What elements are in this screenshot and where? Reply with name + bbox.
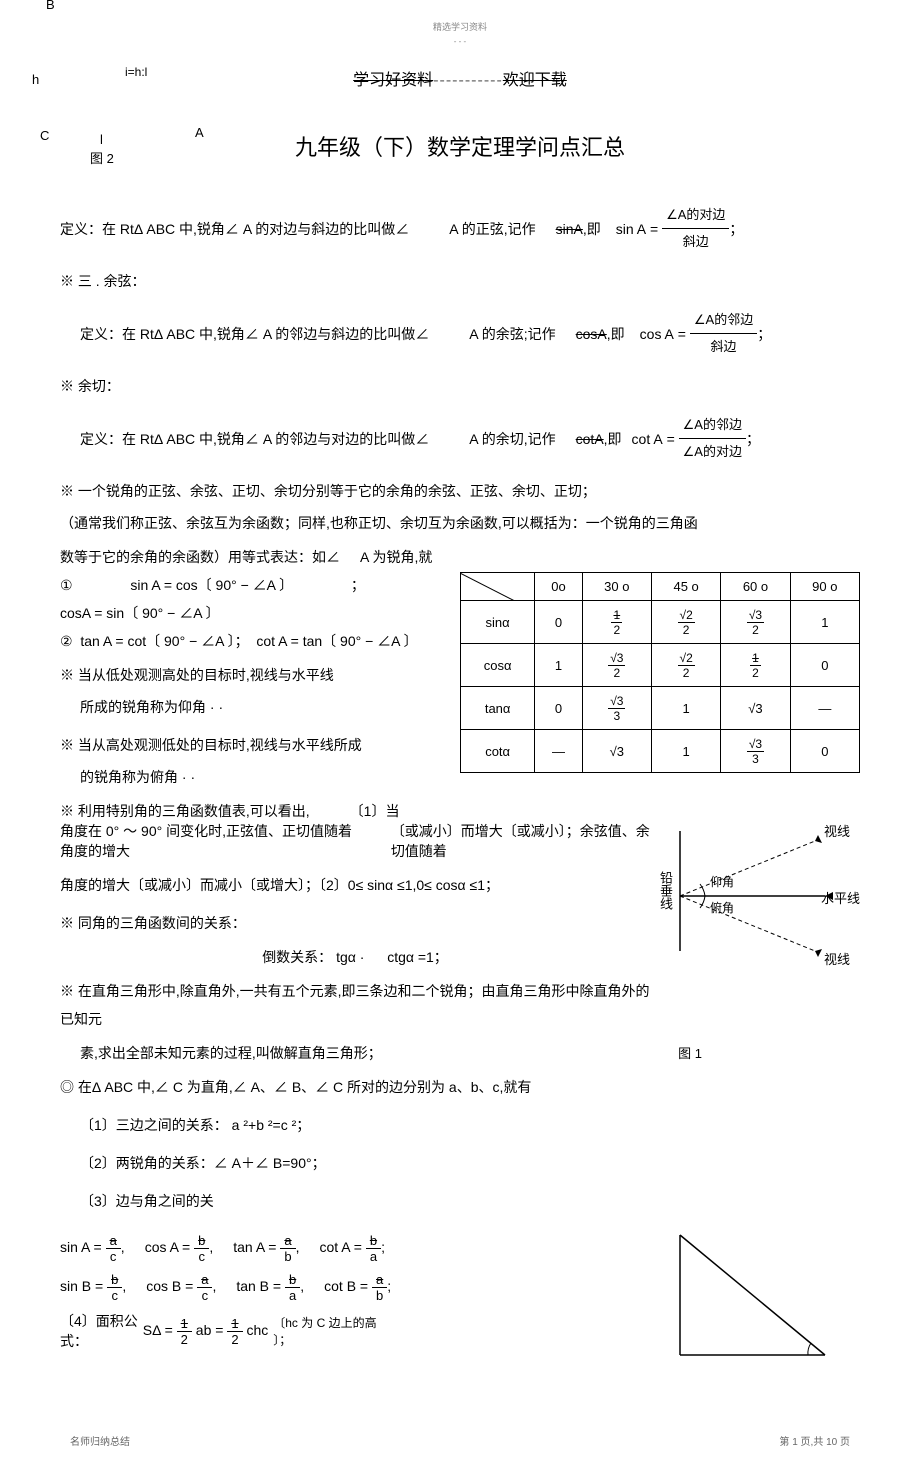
eq1-line: ① sin A = cos〔 90° − ∠A 〕 ；: [60, 575, 440, 595]
def-sin-den: 斜边: [662, 229, 729, 255]
def-sin-lhs: sin A: [616, 215, 646, 243]
def-sin-nota: sinA: [556, 215, 583, 243]
def-cos-prefix: 定义：在 RtΔ ABC 中,锐角∠ A 的邻边与斜边的比叫做∠: [80, 320, 429, 348]
th-0: 0o: [535, 573, 582, 601]
note1: ※ 一个锐角的正弦、余弦、正切、余切分别等于它的余角的余弦、正弦、余切、正切；: [60, 477, 860, 505]
footer: 名师归纳总结 第 1 页,共 10 页: [60, 1433, 860, 1448]
header-right: 欢迎下载: [503, 72, 567, 89]
note3-row: 数等于它的余角的余函数）用等式表达：如∠ A 为锐角,就: [60, 547, 860, 567]
header-sep: -----------: [433, 72, 503, 89]
table-row: cotα — √3 1 √33 0: [461, 730, 860, 773]
def-cot-prefix: 定义：在 RtΔ ABC 中,锐角∠ A 的邻边与对边的比叫做∠: [80, 425, 429, 453]
footer-right: 第 1 页,共 10 页: [779, 1433, 850, 1448]
obs2b: 的锐角称为俯角 · ·: [60, 763, 440, 791]
def-cos-lhs: cos A: [640, 320, 674, 348]
area-row: 〔4〕面积公式： SΔ = 12 ab = 12 chc 〔hc 为 C 边上的…: [60, 1311, 600, 1351]
th-60: 60 o: [721, 573, 790, 601]
trig-table: 0o 30 o 45 o 60 o 90 o sinα 0 12 √22 √32…: [460, 572, 860, 773]
note2: （通常我们称正弦、余弦互为余函数；同样,也称正切、余切互为余函数,可以概括为：一…: [60, 509, 860, 537]
table-corner: [461, 573, 535, 601]
obs2: ※ 当从高处观测低处的目标时,视线与水平线所成: [60, 731, 440, 759]
angle-diagram: 铅垂线 水平线 仰角 俯角 视线 视线: [650, 821, 860, 974]
table-row: tanα 0 √33 1 √3 —: [461, 687, 860, 730]
def-sin-prefix: 定义：在 RtΔ ABC 中,锐角∠ A 的对边与斜边的比叫做∠: [60, 215, 409, 243]
range1-row: 角度在 0° ～ 90° 间变化时,正弦值、正切值随着角度的增大 〔或减小〕而增…: [60, 821, 650, 861]
def-cot-den: ∠A的对边: [679, 439, 746, 465]
def-cos-den: 斜边: [690, 334, 757, 360]
def-sin-num: ∠A的对边: [662, 202, 729, 229]
def-cot-nota: cotA: [576, 425, 604, 453]
header-left: 学习好资料: [353, 72, 433, 89]
eq2-line: cosA = sin〔 90° − ∠A 〕: [60, 603, 440, 623]
def-cos-mid: A 的余弦;记作: [469, 320, 555, 348]
def-sin-mid: A 的正弦,记作: [449, 215, 535, 243]
th-45: 45 o: [651, 573, 720, 601]
def-cos-nota: cosA: [576, 320, 607, 348]
sec3-head: ※ 余切：: [60, 372, 860, 400]
ratios-b: sin B = bc, cos B = ac, tan B = ba, cot …: [60, 1272, 600, 1303]
def-cos: 定义：在 RtΔ ABC 中,锐角∠ A 的邻边与斜边的比叫做∠ A 的余弦;记…: [60, 307, 860, 360]
rt-note: ※ 在直角三角形中,除直角外,一共有五个元素,即三条边和二个锐角；由直角三角形中…: [60, 977, 650, 1033]
obs1b: 所成的锐角称为仰角 · ·: [60, 693, 440, 721]
rel3: 〔3〕边与角之间的关: [60, 1187, 860, 1215]
note3b: A 为锐角,就: [360, 547, 432, 567]
rel2: 〔2〕两锐角的关系：∠ A＋∠ B=90°；: [60, 1149, 860, 1177]
rt-note2-row: 素,求出全部未知元素的过程,叫做解直角三角形； 图 1: [60, 1043, 860, 1063]
def-cot: 定义：在 RtΔ ABC 中,锐角∠ A 的邻边与对边的比叫做∠ A 的余切,记…: [60, 412, 860, 465]
th-30: 30 o: [582, 573, 651, 601]
def-cot-mid: A 的余切,记作: [469, 425, 555, 453]
sec2-head: ※ 三 . 余弦：: [60, 267, 860, 295]
th-90: 90 o: [790, 573, 859, 601]
table-row: sinα 0 12 √22 √32 1: [461, 601, 860, 644]
obs1: ※ 当从低处观测高处的目标时,视线与水平线: [60, 661, 440, 689]
top-dashes: - - -: [60, 37, 860, 46]
main-title: 九年级（下）数学定理学问点汇总: [60, 130, 860, 162]
def-cot-num: ∠A的邻边: [679, 412, 746, 439]
header-line: 学习好资料-----------欢迎下载: [60, 66, 860, 90]
footer-left: 名师归纳总结: [70, 1433, 130, 1448]
def-sin: 定义：在 RtΔ ABC 中,锐角∠ A 的对边与斜边的比叫做∠ A 的正弦,记…: [60, 202, 860, 255]
def-cos-num: ∠A的邻边: [690, 307, 757, 334]
triangle-diagram: B A C h l i=h:l 图 2: [630, 1225, 860, 1383]
eq3-line: ② tan A = cot〔 90° − ∠A 〕； cot A = tan〔 …: [60, 631, 440, 651]
def-cot-lhs: cot A: [632, 425, 663, 453]
top-watermark: 精选学习资料: [60, 20, 860, 33]
range2: 角度的增大〔或减小〕而减小〔或增大〕；〔2〕0≤ sinα ≤1,0≤ cosα…: [60, 871, 650, 899]
recip: 倒数关系： tgα · ctgα =1；: [60, 947, 650, 967]
note3a: 数等于它的余角的余函数）用等式表达：如∠: [60, 547, 340, 567]
table-row: cosα 1 √32 √22 12 0: [461, 644, 860, 687]
same-angle: ※ 同角的三角函数间的关系：: [60, 909, 650, 937]
rel1: 〔1〕三边之间的关系： a ²+b ²=c ²；: [60, 1111, 860, 1139]
main-rel: ◎ 在Δ ABC 中,∠ C 为直角,∠ A、∠ B、∠ C 所对的边分别为 a…: [60, 1073, 860, 1101]
table-note-row: ※ 利用特别角的三角函数值表,可以看出, 〔1〕当: [60, 801, 860, 821]
ratios-a: sin A = ac, cos A = bc, tan A = ab, cot …: [60, 1233, 600, 1264]
